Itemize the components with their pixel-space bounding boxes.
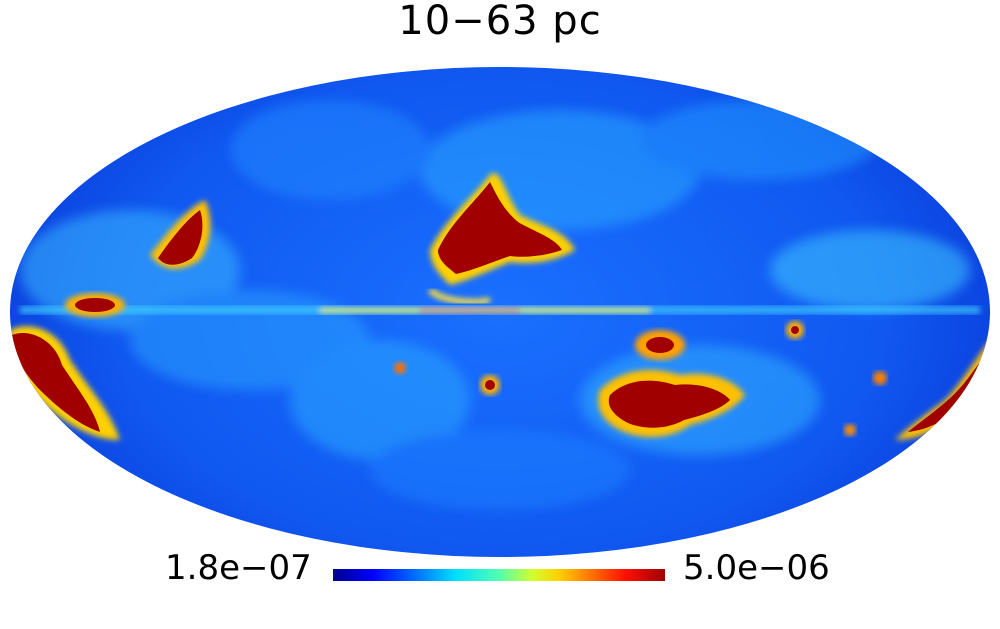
colorbar-max-label: 5.0e−06	[683, 548, 830, 588]
cloud-left-upper	[150, 200, 211, 269]
cloud-left-edge	[10, 326, 120, 440]
colorbar	[333, 569, 665, 581]
cloud-south-right	[598, 330, 745, 437]
cloud-left-plane	[65, 293, 125, 317]
cloud-center-north	[427, 173, 575, 305]
galactic-plane	[20, 306, 980, 314]
map-title: 10−63 pc	[398, 0, 602, 44]
colorbar-min-label: 1.8e−07	[165, 548, 312, 588]
cloud-knots	[394, 321, 887, 436]
